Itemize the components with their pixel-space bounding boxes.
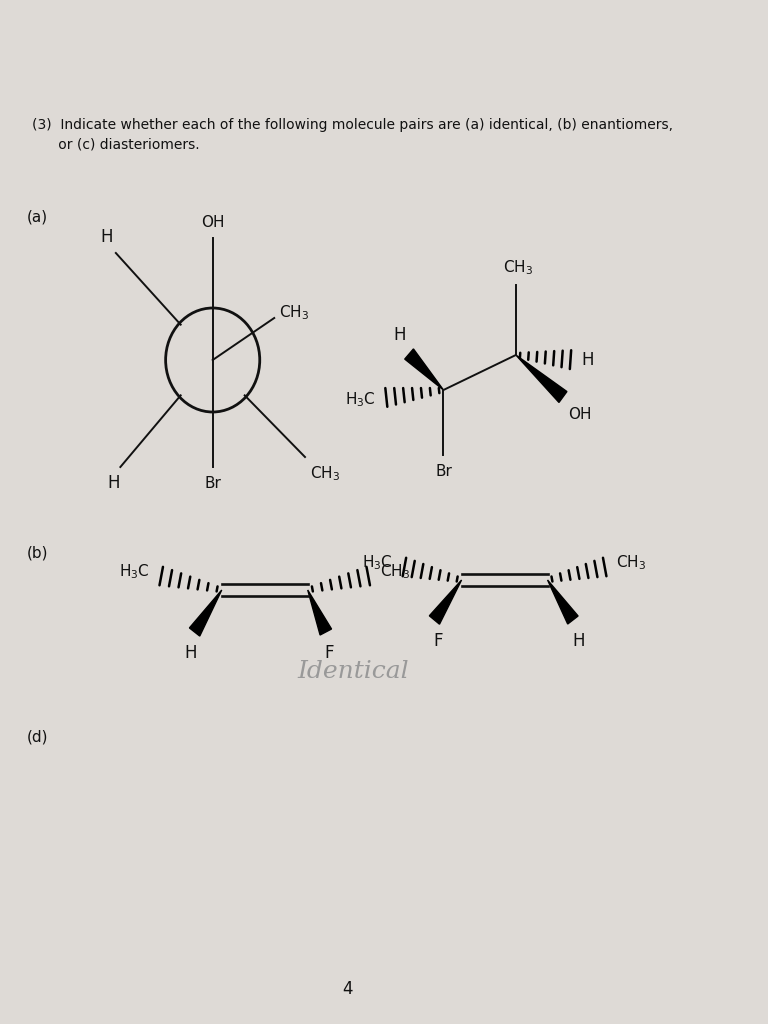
Text: Br: Br [435,464,452,479]
Polygon shape [516,355,567,402]
Text: H$_3$C: H$_3$C [362,554,392,572]
Polygon shape [308,590,332,635]
Text: H: H [101,228,113,246]
Text: CH$_3$: CH$_3$ [310,464,339,482]
Text: H: H [185,644,197,662]
Text: Identical: Identical [297,660,409,683]
Text: (a): (a) [27,210,48,225]
Text: Br: Br [204,476,221,490]
Polygon shape [429,580,462,625]
Text: OH: OH [201,215,224,230]
Polygon shape [190,590,222,636]
Text: (b): (b) [27,545,48,560]
Text: CH$_3$: CH$_3$ [617,554,647,572]
Text: (d): (d) [27,730,48,745]
Text: CH$_3$: CH$_3$ [502,258,533,278]
Text: (3)  Indicate whether each of the following molecule pairs are (a) identical, (b: (3) Indicate whether each of the followi… [31,118,673,132]
Text: H: H [394,326,406,344]
Text: H: H [581,351,594,369]
Polygon shape [548,580,578,624]
Text: F: F [433,632,443,650]
Text: or (c) diasteriomers.: or (c) diasteriomers. [31,138,200,152]
Text: CH$_3$: CH$_3$ [279,304,309,323]
Polygon shape [405,349,443,390]
Text: H$_3$C: H$_3$C [118,562,149,582]
Text: CH$_3$: CH$_3$ [380,562,410,582]
Text: 4: 4 [343,980,353,998]
Text: OH: OH [568,407,592,422]
Text: F: F [325,644,334,662]
Text: H: H [572,632,584,650]
Text: H$_3$C: H$_3$C [345,390,376,410]
Text: H: H [107,474,119,492]
